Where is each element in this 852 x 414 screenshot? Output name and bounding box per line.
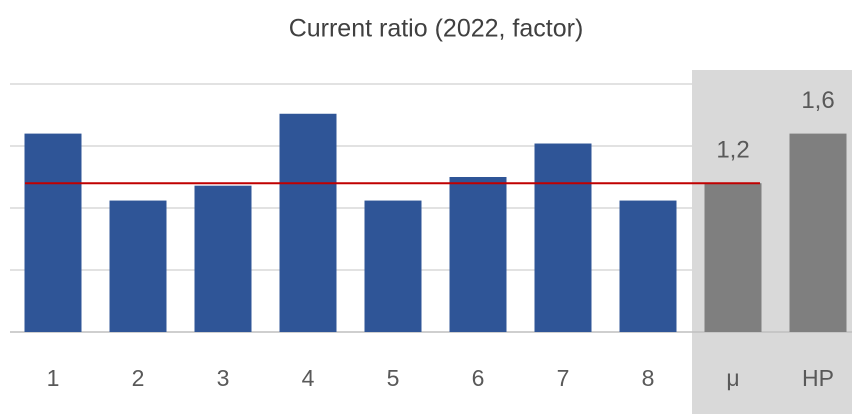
bar <box>194 185 252 332</box>
bar <box>279 113 337 332</box>
x-tick-label: 3 <box>217 365 230 391</box>
x-tick-label: 6 <box>472 365 485 391</box>
bar <box>109 200 167 332</box>
x-tick-label: 8 <box>642 365 655 391</box>
bar <box>364 200 422 332</box>
x-tick-label: μ <box>726 365 739 391</box>
x-tick-label: 5 <box>387 365 400 391</box>
x-tick-label: 4 <box>302 365 315 391</box>
x-tick-label: 1 <box>47 365 60 391</box>
bar <box>449 177 507 332</box>
x-tick-label: 2 <box>132 365 145 391</box>
value-label: 1,6 <box>801 87 834 114</box>
bar <box>704 183 762 332</box>
bar <box>24 133 82 332</box>
bar <box>619 200 677 332</box>
bar <box>789 133 847 332</box>
bar <box>534 143 592 332</box>
x-tick-label: HP <box>802 365 834 391</box>
value-label: 1,2 <box>716 137 749 164</box>
x-tick-label: 7 <box>557 365 570 391</box>
chart-title: Current ratio (2022, factor) <box>289 15 584 43</box>
